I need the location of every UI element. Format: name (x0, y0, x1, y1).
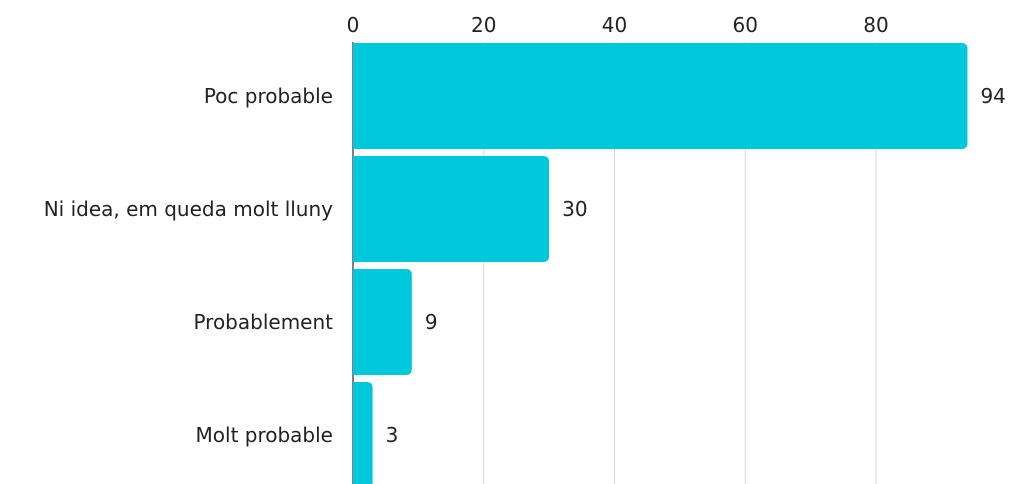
category-label: Poc probable (204, 84, 333, 108)
x-tick-label: 40 (602, 13, 627, 37)
value-label: 30 (562, 197, 587, 221)
bar-2 (353, 156, 550, 262)
x-tick-label: 80 (863, 13, 888, 37)
bar-4 (353, 382, 373, 484)
bars-layer (353, 43, 968, 484)
category-label: Ni idea, em queda molt lluny (44, 197, 333, 221)
value-labels: 94 30 9 3 (386, 84, 1006, 447)
x-tick-label: 60 (732, 13, 757, 37)
bar-3 (353, 269, 412, 375)
category-label: Molt probable (196, 423, 333, 447)
x-tick-label: 0 (347, 13, 360, 37)
x-axis-ticks: 0 20 40 60 80 (347, 13, 889, 37)
value-label: 3 (386, 423, 399, 447)
value-label: 9 (425, 310, 438, 334)
x-tick-label: 20 (471, 13, 496, 37)
value-label: 94 (980, 84, 1005, 108)
category-label: Probablement (193, 310, 333, 334)
category-labels: Poc probable Ni idea, em queda molt lluny… (44, 84, 333, 447)
bar-1 (353, 43, 968, 149)
